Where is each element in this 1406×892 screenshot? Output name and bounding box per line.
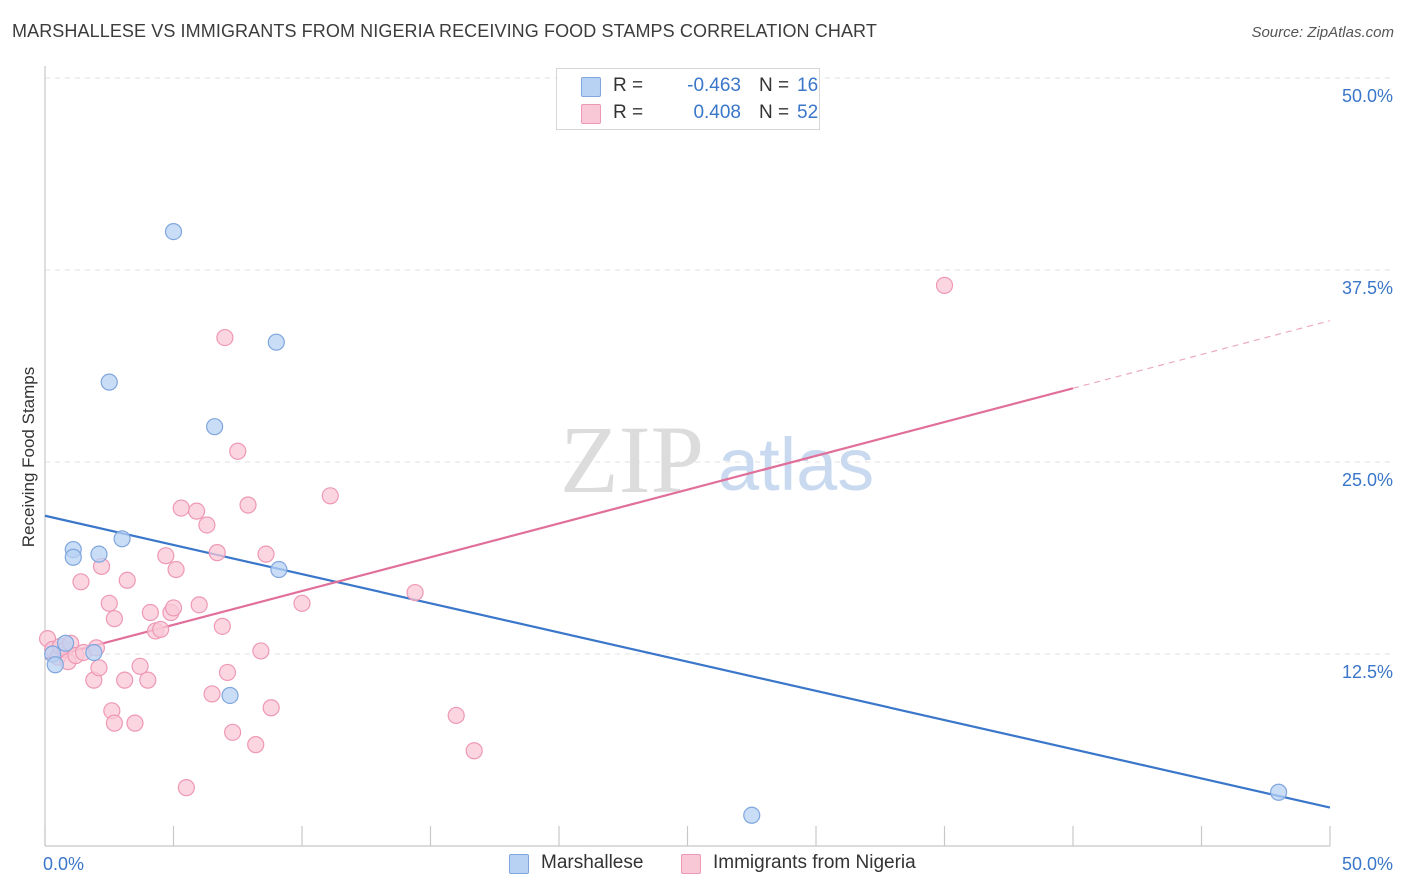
grid-lines bbox=[45, 77, 1392, 655]
stats-legend: R = -0.463 N = 16 R = 0.408 N = 52 bbox=[556, 68, 820, 130]
nigeria-point bbox=[177, 779, 195, 797]
trend-lines bbox=[44, 320, 1331, 809]
nigeria-trend-extension bbox=[1072, 320, 1331, 389]
nigeria-point bbox=[203, 685, 221, 703]
marshallese-legend-swatch bbox=[509, 854, 529, 874]
nigeria-point bbox=[100, 594, 118, 612]
axes bbox=[44, 66, 1331, 847]
nigeria-point bbox=[152, 620, 170, 639]
marshallese-point bbox=[221, 686, 239, 705]
x-tick-label-max: 50.0% bbox=[1342, 854, 1393, 874]
watermark: ZIP atlas bbox=[560, 406, 874, 513]
source-label: Source: ZipAtlas.com bbox=[1251, 24, 1394, 41]
nigeria-point bbox=[262, 699, 280, 717]
nigeria-point bbox=[935, 276, 954, 294]
marshallese-swatch bbox=[581, 77, 601, 97]
marshallese-point bbox=[113, 530, 131, 548]
marshallese-point bbox=[164, 223, 183, 241]
nigeria-point bbox=[198, 516, 216, 534]
r-value: 0.408 bbox=[693, 102, 741, 123]
r-label: R = bbox=[613, 75, 644, 96]
marshallese-point bbox=[90, 545, 108, 563]
nigeria-swatch bbox=[581, 104, 601, 124]
nigeria-point bbox=[172, 499, 190, 517]
legend-label: Immigrants from Nigeria bbox=[713, 852, 916, 873]
nigeria-point bbox=[105, 714, 123, 732]
nigeria-point bbox=[188, 502, 206, 520]
nigeria-point bbox=[447, 706, 465, 725]
nigeria-point bbox=[131, 657, 149, 675]
chart-title: MARSHALLESE VS IMMIGRANTS FROM NIGERIA R… bbox=[12, 21, 877, 41]
marshallese-point bbox=[743, 806, 761, 824]
nigeria-point bbox=[239, 496, 257, 514]
tick-labels: 12.5% 25.0% 37.5% 50.0% 0.0% 50.0% bbox=[43, 86, 1393, 874]
nigeria-point bbox=[216, 328, 234, 347]
y-tick-label: 37.5% bbox=[1342, 278, 1393, 298]
nigeria-point bbox=[118, 571, 136, 589]
nigeria-point bbox=[293, 594, 311, 612]
n-value: 52 bbox=[797, 102, 819, 123]
marshallese-point bbox=[1269, 783, 1288, 801]
nigeria-point bbox=[257, 545, 275, 563]
data-points bbox=[38, 223, 1288, 824]
nigeria-point bbox=[141, 603, 159, 622]
marshallese-point bbox=[206, 418, 224, 436]
nigeria-point bbox=[157, 547, 175, 565]
marshallese-point bbox=[64, 548, 82, 566]
marshallese-trend-line bbox=[44, 514, 1331, 809]
nigeria-point bbox=[105, 610, 123, 628]
nigeria-point bbox=[72, 573, 90, 591]
legend-label: Marshallese bbox=[541, 852, 644, 873]
nigeria-point bbox=[90, 659, 108, 677]
marshallese-point bbox=[267, 333, 285, 351]
n-value: 16 bbox=[797, 75, 819, 96]
nigeria-point bbox=[465, 742, 483, 760]
nigeria-point bbox=[126, 714, 144, 732]
nigeria-point bbox=[229, 442, 247, 460]
marshallese-point bbox=[270, 560, 288, 579]
nigeria-legend-swatch bbox=[681, 854, 701, 874]
nigeria-point bbox=[213, 617, 231, 635]
nigeria-point bbox=[321, 487, 339, 505]
nigeria-point bbox=[116, 671, 134, 689]
y-tick-label: 50.0% bbox=[1342, 86, 1393, 106]
nigeria-point bbox=[406, 583, 424, 602]
nigeria-point bbox=[218, 663, 237, 682]
nigeria-point bbox=[252, 642, 270, 660]
r-value: -0.463 bbox=[687, 75, 741, 96]
y-tick-label: 25.0% bbox=[1342, 470, 1393, 490]
marshallese-point bbox=[56, 634, 75, 652]
nigeria-point bbox=[190, 596, 208, 614]
marshallese-point bbox=[100, 373, 118, 391]
watermark-atlas: atlas bbox=[718, 423, 874, 506]
r-label: R = bbox=[613, 102, 644, 123]
nigeria-point bbox=[247, 736, 265, 754]
n-label: N = bbox=[759, 102, 790, 123]
y-tick-label: 12.5% bbox=[1342, 662, 1393, 682]
marshallese-point bbox=[46, 656, 64, 674]
x-tick-label-min: 0.0% bbox=[43, 854, 84, 874]
y-axis-label: Receiving Food Stamps bbox=[19, 367, 38, 547]
nigeria-point bbox=[164, 599, 183, 617]
nigeria-point bbox=[224, 723, 242, 741]
marshallese-point bbox=[85, 643, 103, 662]
nigeria-point bbox=[139, 671, 157, 689]
watermark-zip: ZIP bbox=[560, 406, 704, 513]
nigeria-point bbox=[167, 560, 185, 579]
n-label: N = bbox=[759, 75, 790, 96]
nigeria-point bbox=[208, 544, 226, 562]
nigeria-trend-line bbox=[44, 387, 1074, 660]
